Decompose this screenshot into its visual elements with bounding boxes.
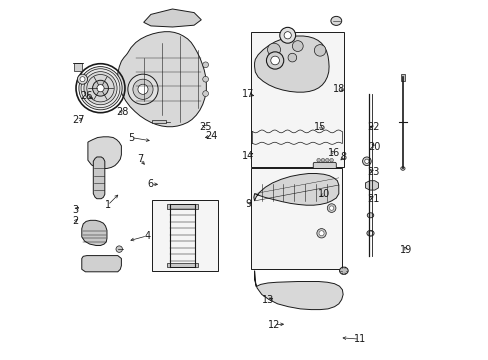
Circle shape	[325, 158, 328, 162]
Text: 1: 1	[104, 200, 111, 210]
Circle shape	[362, 157, 370, 166]
Polygon shape	[143, 9, 201, 27]
Text: 10: 10	[317, 189, 329, 199]
Circle shape	[84, 72, 117, 105]
Circle shape	[329, 206, 333, 210]
Polygon shape	[365, 181, 378, 190]
Bar	[400, 74, 404, 81]
Circle shape	[316, 229, 325, 238]
Text: 2: 2	[72, 216, 78, 226]
Bar	[250, 168, 341, 269]
Text: 14: 14	[242, 150, 254, 161]
Circle shape	[203, 62, 208, 68]
Text: 18: 18	[332, 84, 344, 94]
Text: 5: 5	[128, 132, 134, 143]
Circle shape	[292, 41, 303, 51]
Circle shape	[97, 85, 104, 92]
Circle shape	[203, 76, 208, 82]
Circle shape	[284, 32, 291, 39]
Polygon shape	[254, 36, 328, 92]
Circle shape	[329, 158, 333, 162]
Circle shape	[270, 56, 279, 65]
Ellipse shape	[330, 16, 341, 25]
Text: 25: 25	[199, 122, 211, 132]
Polygon shape	[93, 157, 104, 199]
Circle shape	[77, 74, 87, 84]
Circle shape	[364, 159, 368, 163]
Circle shape	[79, 67, 122, 110]
Circle shape	[138, 84, 148, 94]
Circle shape	[133, 79, 153, 99]
Circle shape	[367, 231, 372, 235]
Text: 20: 20	[368, 142, 380, 152]
FancyBboxPatch shape	[313, 162, 336, 173]
Text: 16: 16	[327, 148, 339, 158]
Ellipse shape	[400, 167, 404, 170]
Text: 3: 3	[72, 204, 78, 215]
Circle shape	[316, 158, 320, 162]
Polygon shape	[88, 137, 121, 168]
Text: 17: 17	[242, 89, 254, 99]
Text: 23: 23	[366, 167, 379, 177]
Polygon shape	[254, 271, 343, 310]
Text: 12: 12	[267, 320, 280, 330]
Bar	[166, 204, 197, 209]
Text: 27: 27	[73, 114, 85, 125]
Bar	[74, 63, 82, 71]
Ellipse shape	[339, 267, 347, 274]
Text: 4: 4	[144, 231, 150, 241]
Text: 19: 19	[400, 245, 412, 255]
Text: 22: 22	[366, 122, 379, 132]
Polygon shape	[253, 174, 338, 205]
Ellipse shape	[366, 230, 373, 236]
Polygon shape	[81, 256, 121, 272]
Bar	[166, 263, 197, 267]
Circle shape	[203, 91, 208, 96]
Text: 7: 7	[137, 154, 143, 164]
Ellipse shape	[366, 213, 373, 218]
Text: 15: 15	[313, 122, 325, 132]
Text: 8: 8	[340, 152, 346, 162]
Text: 9: 9	[244, 199, 251, 210]
Text: 13: 13	[261, 294, 273, 305]
Bar	[151, 120, 166, 123]
Text: 11: 11	[353, 334, 365, 344]
Text: 21: 21	[366, 194, 379, 204]
Circle shape	[326, 204, 335, 212]
Circle shape	[266, 52, 283, 69]
Polygon shape	[81, 220, 107, 246]
Circle shape	[116, 246, 122, 252]
Text: 26: 26	[81, 91, 93, 102]
Circle shape	[314, 45, 325, 56]
Circle shape	[321, 158, 324, 162]
Bar	[151, 200, 218, 271]
Circle shape	[80, 77, 85, 82]
Circle shape	[267, 43, 280, 56]
Bar	[250, 32, 343, 167]
Text: 24: 24	[205, 131, 217, 141]
Circle shape	[127, 74, 158, 104]
Text: 6: 6	[147, 179, 154, 189]
Circle shape	[279, 27, 295, 43]
Circle shape	[287, 53, 296, 62]
Text: 28: 28	[117, 107, 129, 117]
Circle shape	[318, 231, 324, 236]
Circle shape	[92, 80, 108, 96]
Polygon shape	[118, 32, 206, 127]
